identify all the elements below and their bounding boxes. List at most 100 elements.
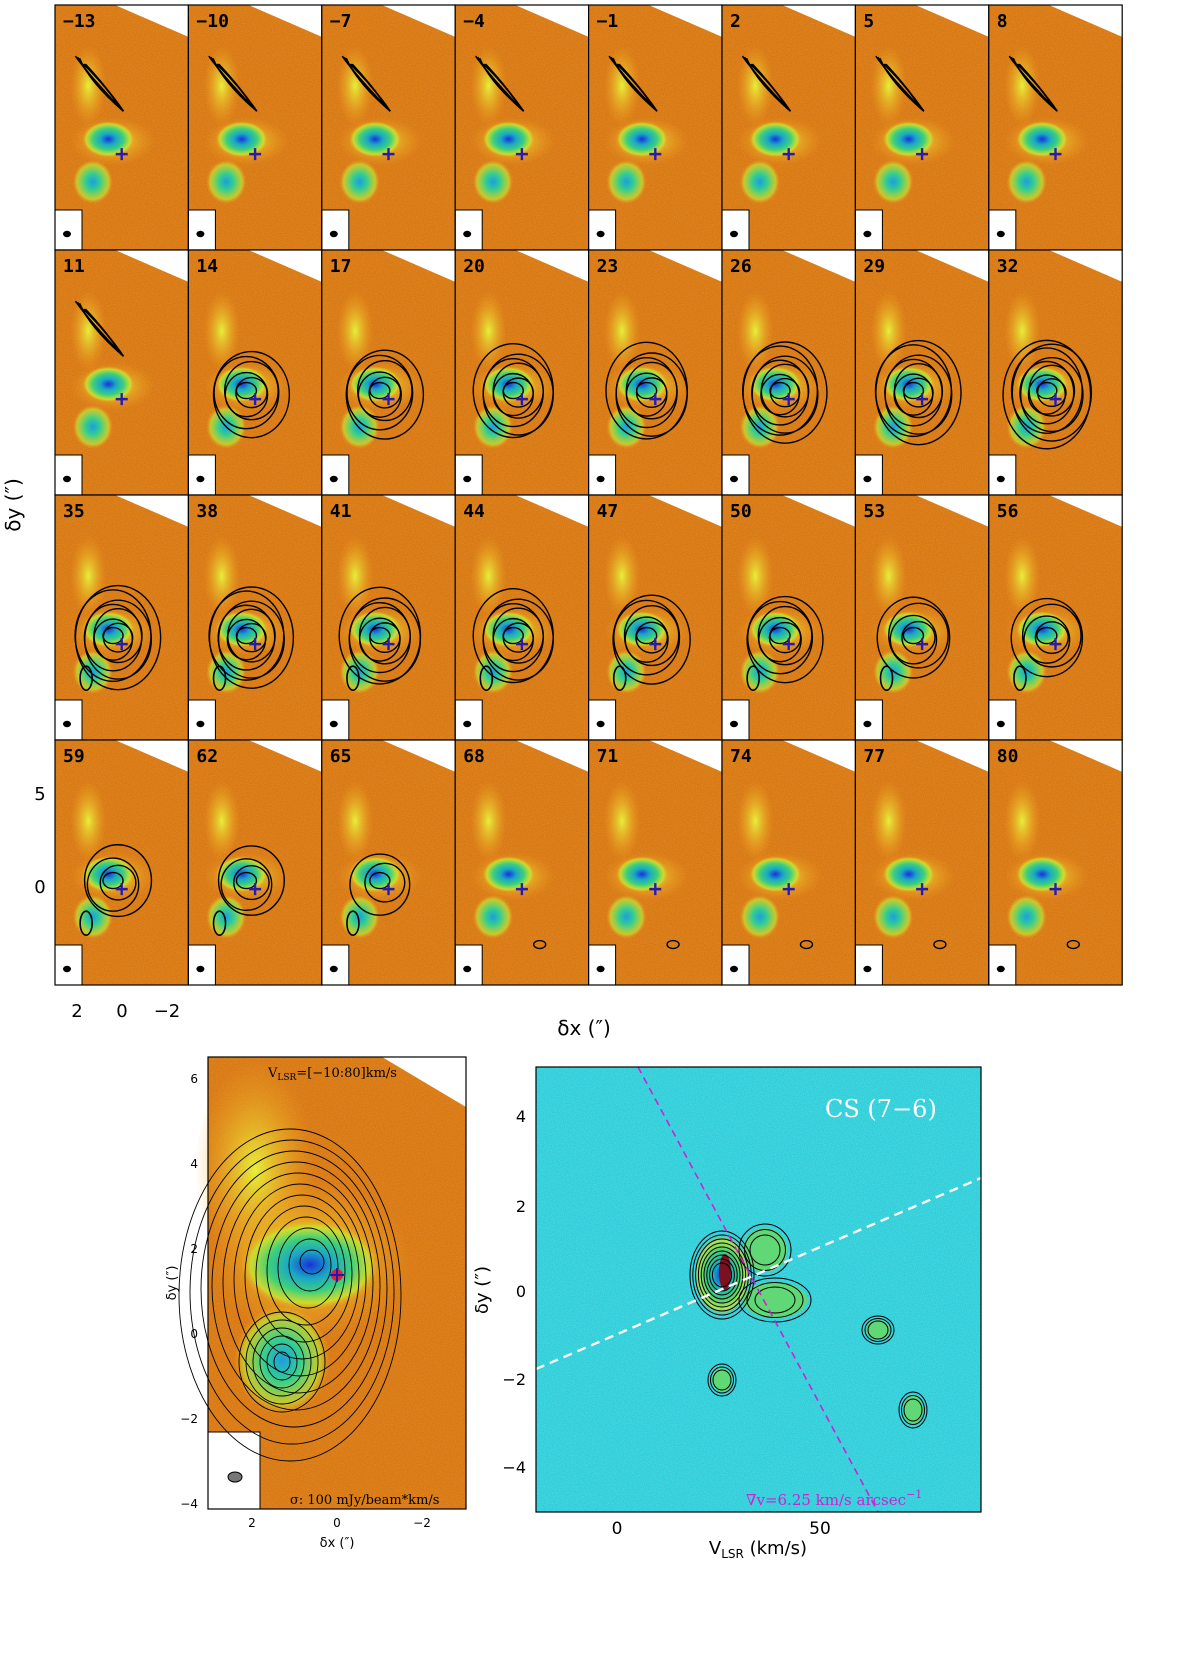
contour-line [1034,621,1069,655]
channel-velocity-label: −4 [463,11,485,32]
panel-north-ridge [737,290,774,371]
panel-contours [208,586,295,692]
contour-line [212,910,227,937]
panel-main-peak [482,121,535,158]
panel-blank-corner [782,495,856,527]
panel-beam-box [854,699,883,741]
panel-beam-box [454,944,483,986]
panel-blank-corner [915,495,989,527]
channel-panel: 71 [587,739,723,986]
panel-marker-cross [382,393,395,406]
pv-contour-line [867,1320,889,1340]
panel-beam-ellipse [463,475,472,483]
panel-north-ridge [737,45,774,126]
channel-panel: 5 [854,4,990,251]
contour-line [212,57,258,112]
channel-panel: 80 [988,739,1123,986]
panel-south-peak [72,404,113,449]
panel-south-peak [1006,894,1047,939]
panel-blank-corner [1048,740,1123,772]
panel-north-ridge [1004,535,1041,616]
panel-blank-corner [915,740,989,772]
map-contour-line [273,1351,291,1373]
channel-panel: 14 [187,249,323,496]
panel-blank-corner [515,250,589,282]
channel-panel: −13 [54,4,189,251]
panel-beam-box [54,209,83,251]
map-marker-cross [330,1268,344,1282]
panel-marker-cross [1049,883,1062,896]
panel-contours [1066,939,1080,950]
channel-panel: 26 [721,249,856,496]
channel-map-grid: −13 −10 −7 −4 −1 2 5 8 11 14 17 20 23 26 29 32 35 38 41 44 4… [54,4,1123,986]
panel-beam-box [588,209,617,251]
position-velocity-diagram: CS (7−6) ∇v=6.25 km/s arcsec−1 4 2 0 −2 … [472,1066,982,1561]
contour-line [933,939,947,950]
panel-beam-ellipse [463,965,472,973]
panel-beam-ellipse [329,230,338,238]
panel-main-peak [349,121,402,158]
map-y-tick-1: 4 [190,1157,198,1171]
contour-line [349,853,411,916]
panel-south-peak [339,894,380,939]
panel-north-ridge [870,45,907,126]
panel-beam-ellipse [463,230,472,238]
channel-panel: 44 [454,494,590,741]
panel-beam-box [721,454,750,496]
panel-north-ridge [603,45,640,126]
pv-contour-line [689,1230,755,1320]
panel-main-peak [615,856,668,893]
panel-marker-cross [649,638,662,651]
panel-beam-box [454,699,483,741]
map-x-tick-2: −2 [413,1516,431,1530]
channel-velocity-label: −13 [63,11,96,32]
panel-main-peak [215,121,268,158]
channel-panel: 62 [187,739,323,986]
contour-line [346,910,360,937]
grid-y-tick-1: 0 [34,877,45,898]
map-contour-line [211,1161,381,1411]
contour-line [879,57,925,112]
map-y-label: δy (″) [165,1266,180,1301]
panel-south-peak [606,649,647,694]
panel-contours [741,341,828,444]
panel-beam-ellipse [63,965,71,973]
panel-contours [876,596,951,692]
contour-line [1036,626,1058,645]
map-contour-line [266,1216,346,1326]
contour-line [889,614,938,665]
map-y-tick-4: −2 [180,1412,198,1426]
channel-panel: 23 [587,249,723,496]
panel-beam-ellipse [63,720,71,728]
panel-contours [74,300,125,357]
channel-velocity-label: 53 [863,501,885,522]
panel-contours [799,939,814,950]
pv-x-tick-0: 0 [612,1519,623,1539]
pv-y-tick-3: −2 [502,1370,526,1389]
contour-line [83,844,153,918]
panel-beam-box [854,209,883,251]
panel-north-ridge [70,535,107,616]
channel-panel: 8 [988,4,1123,251]
panel-marker-cross [382,638,395,651]
panel-south-peak [606,159,647,204]
panel-blank-corner [115,5,189,37]
channel-panel: 56 [988,494,1123,741]
panel-beam-ellipse [596,720,605,728]
contour-line [1019,360,1075,425]
grid-x-tick-1: 0 [116,1001,127,1022]
panel-blank-corner [381,5,456,37]
panel-north-ridge [870,535,907,616]
channel-panel: 20 [454,249,590,496]
pv-contour-line [903,1398,923,1422]
panel-contours [933,939,947,950]
channel-velocity-label: 14 [196,256,218,277]
pv-contour-line [746,1282,804,1318]
panel-contours [1002,339,1093,450]
contour-line [605,341,688,440]
panel-beam-ellipse [463,720,472,728]
contour-line [901,620,936,655]
map-contour-line [244,1194,360,1360]
panel-beam-ellipse [329,720,338,728]
panel-blank-corner [248,250,322,282]
